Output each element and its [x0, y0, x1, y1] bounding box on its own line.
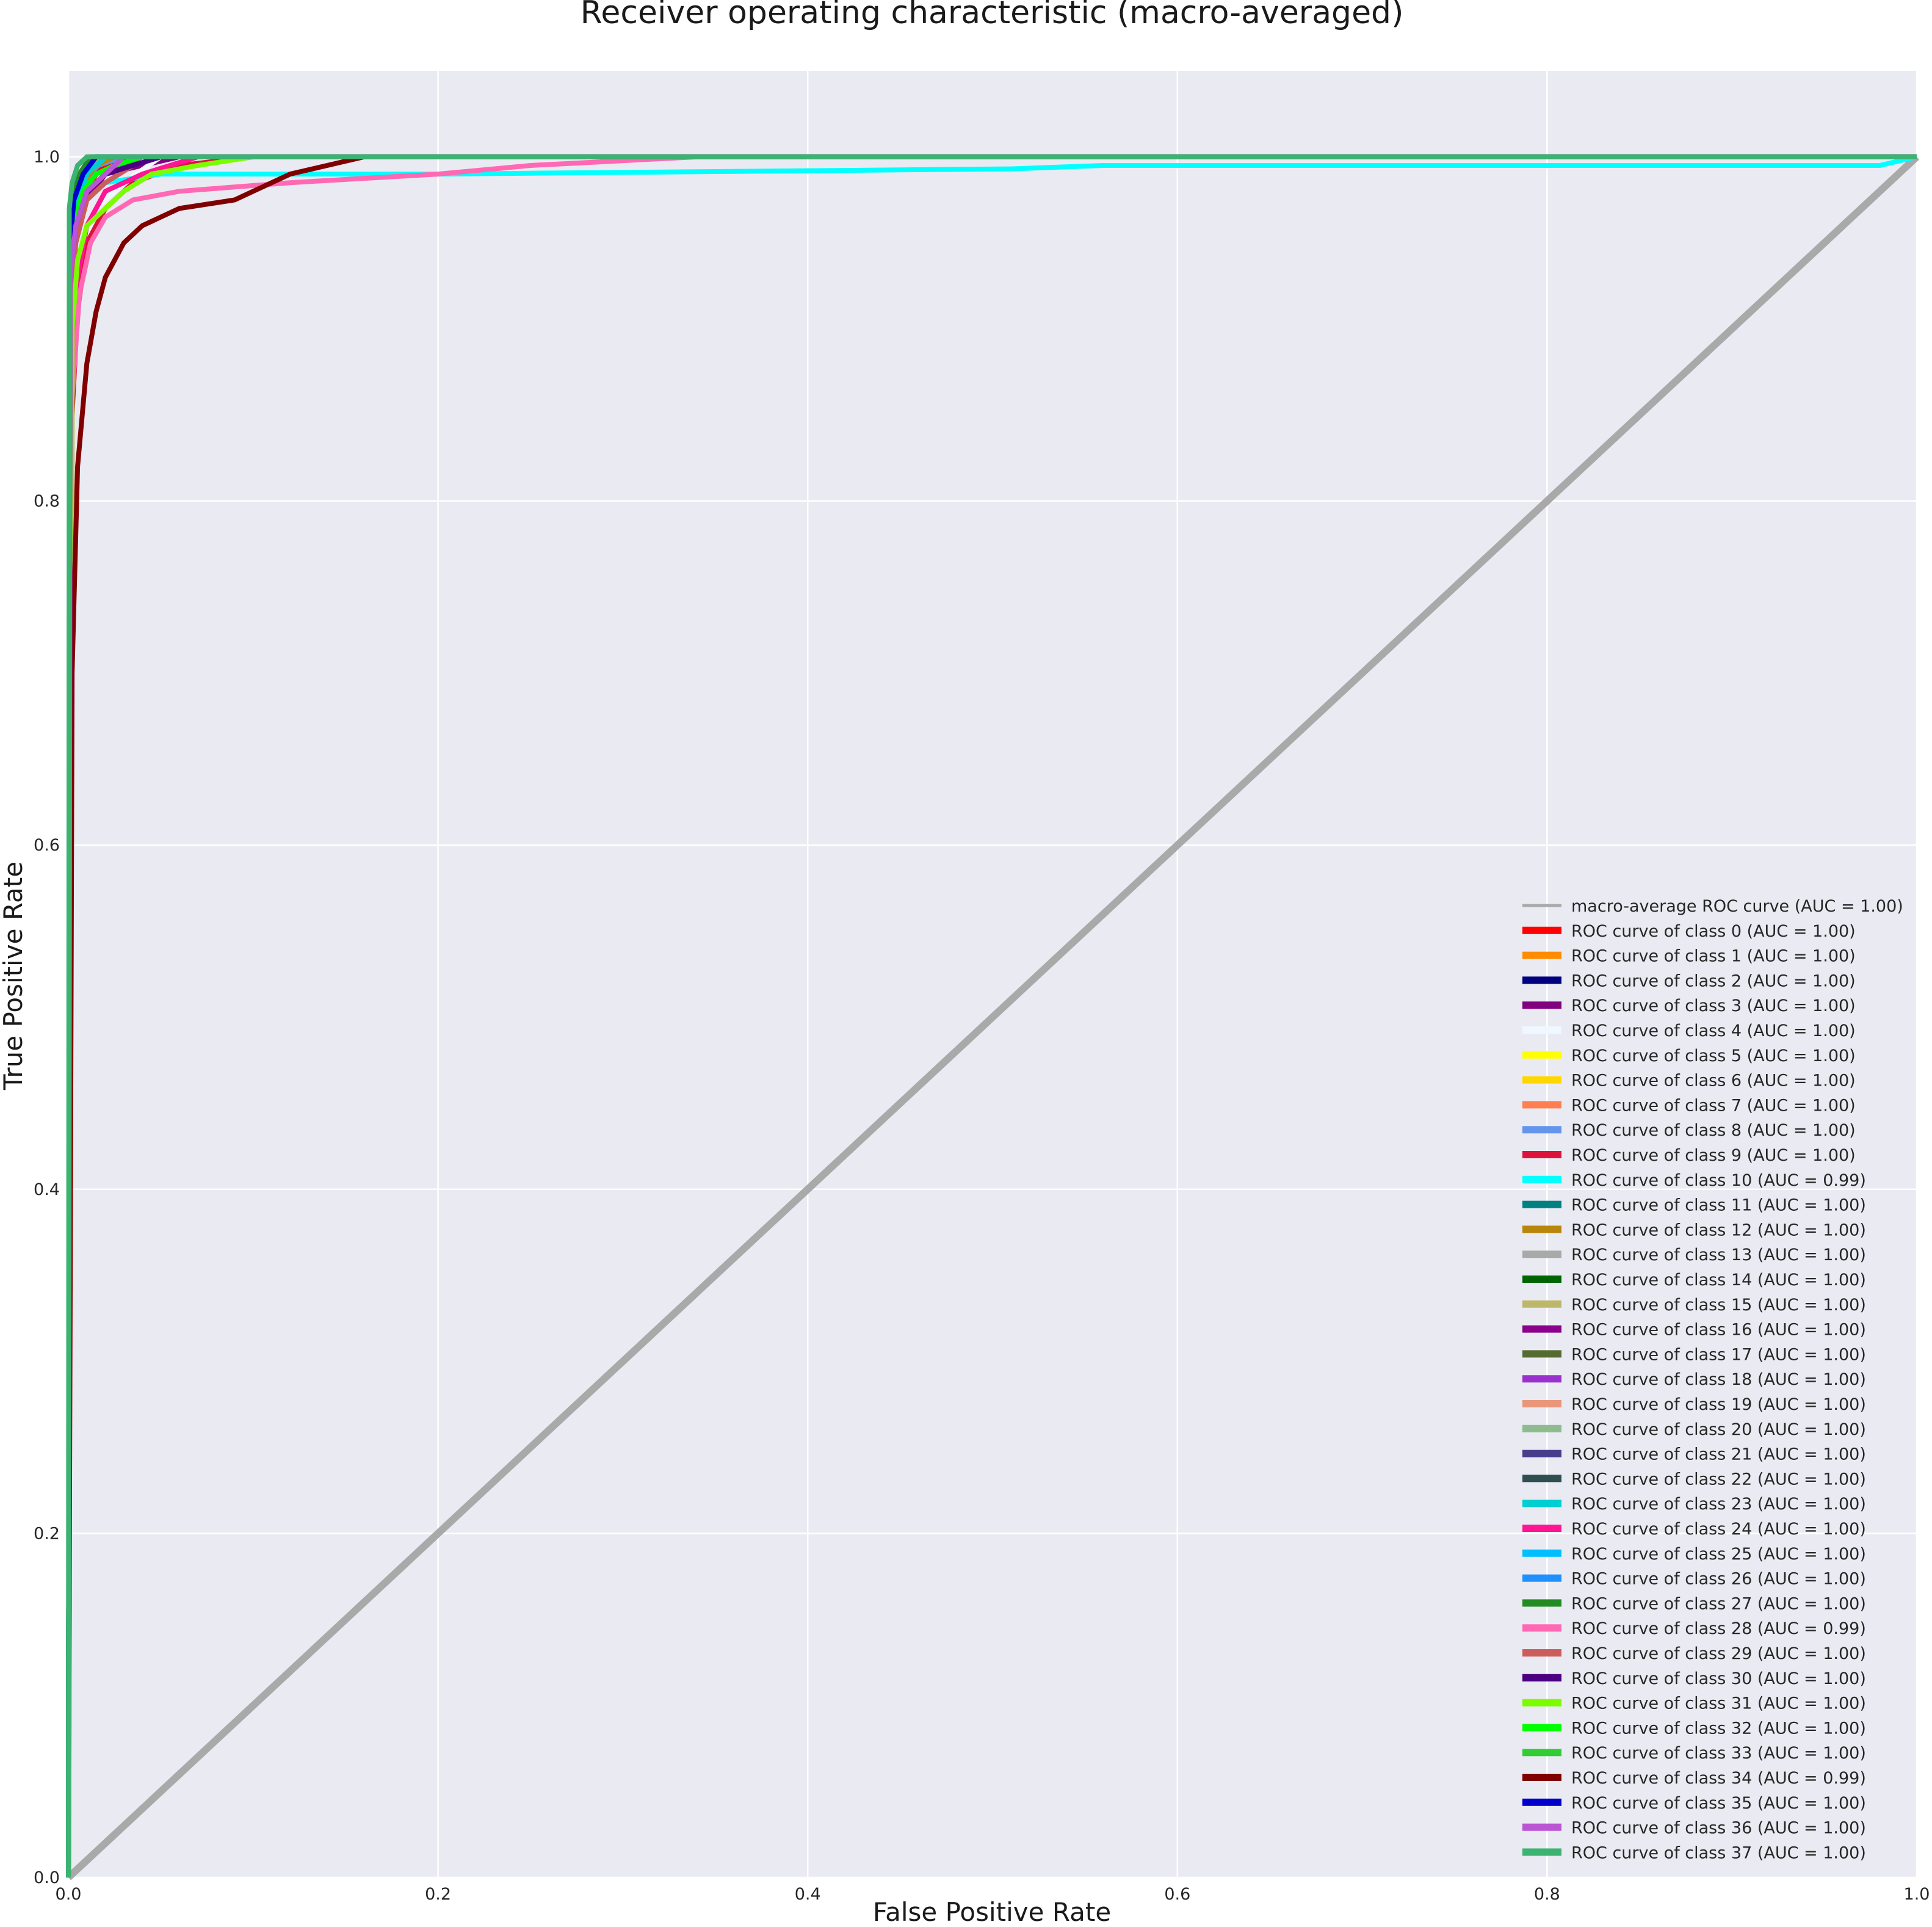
- x-tick-label: 0.8: [1534, 1885, 1560, 1904]
- roc-line-class-28: [66, 154, 1917, 1878]
- chart-title: Receiver operating characteristic (macro…: [581, 0, 1404, 31]
- y-tick-label: 0.8: [34, 492, 60, 511]
- legend-entry-label: ROC curve of class 0 (AUC = 1.00): [1571, 922, 1856, 941]
- y-tick-label: 1.0: [34, 148, 60, 167]
- y-tick-label: 0.6: [34, 836, 60, 855]
- legend-entry-label: ROC curve of class 36 (AUC = 1.00): [1571, 1819, 1866, 1838]
- legend-entry-label: ROC curve of class 9 (AUC = 1.00): [1571, 1146, 1856, 1165]
- legend-entry-label: ROC curve of class 26 (AUC = 1.00): [1571, 1570, 1866, 1589]
- legend-entry-label: ROC curve of class 12 (AUC = 1.00): [1571, 1221, 1866, 1239]
- plot-background: [68, 71, 1917, 1878]
- x-tick-label: 0.4: [795, 1885, 821, 1904]
- legend-entry-label: ROC curve of class 2 (AUC = 1.00): [1571, 971, 1856, 990]
- y-tick-label: 0.2: [34, 1524, 60, 1543]
- legend-entry-label: ROC curve of class 31 (AUC = 1.00): [1571, 1694, 1866, 1713]
- y-axis-label: True Positive Rate: [0, 862, 28, 1091]
- legend-entry-label: ROC curve of class 17 (AUC = 1.00): [1571, 1345, 1866, 1364]
- legend-entry-label: ROC curve of class 33 (AUC = 1.00): [1571, 1744, 1866, 1763]
- legend-entry-label: ROC curve of class 7 (AUC = 1.00): [1571, 1096, 1856, 1115]
- legend-entry-label: ROC curve of class 34 (AUC = 0.99): [1571, 1769, 1866, 1788]
- roc-line-class-37: [66, 154, 1917, 1878]
- series-lines: [65, 154, 1920, 1881]
- legend: macro-average ROC curve (AUC = 1.00) ROC …: [1522, 897, 1903, 1862]
- x-axis-label: False Positive Rate: [873, 1897, 1111, 1927]
- legend-entry-label: ROC curve of class 29 (AUC = 1.00): [1571, 1644, 1866, 1663]
- legend-entry-label: ROC curve of class 5 (AUC = 1.00): [1571, 1047, 1856, 1065]
- x-tick-label: 0.6: [1164, 1885, 1190, 1904]
- legend-entry-label: ROC curve of class 16 (AUC = 1.00): [1571, 1321, 1866, 1340]
- legend-entry-label: ROC curve of class 13 (AUC = 1.00): [1571, 1246, 1866, 1265]
- legend-entry-label: ROC curve of class 8 (AUC = 1.00): [1571, 1121, 1856, 1140]
- x-tick-label: 0.0: [56, 1885, 82, 1904]
- legend-entry-label: ROC curve of class 28 (AUC = 0.99): [1571, 1619, 1866, 1638]
- x-tick-label: 1.0: [1904, 1885, 1930, 1904]
- legend-entry-label: ROC curve of class 19 (AUC = 1.00): [1571, 1395, 1866, 1414]
- roc-line-class-34: [66, 154, 1917, 1878]
- legend-entry-label: macro-average ROC curve (AUC = 1.00): [1571, 897, 1903, 916]
- macro-average-roc-line: [65, 154, 1920, 1881]
- axis-ticks: 0.0 0.2 0.4 0.6 0.8 1.0 0.0 0.2 0.4 0.6 0.8 1.0: [34, 148, 1930, 1904]
- y-tick-label: 0.0: [34, 1868, 60, 1887]
- legend-entry-label: ROC curve of class 15 (AUC = 1.00): [1571, 1296, 1866, 1315]
- legend-entry-label: ROC curve of class 3 (AUC = 1.00): [1571, 996, 1856, 1015]
- legend-entry-label: ROC curve of class 11 (AUC = 1.00): [1571, 1196, 1866, 1215]
- legend-entry-label: ROC curve of class 4 (AUC = 1.00): [1571, 1022, 1856, 1040]
- legend-entry-label: ROC curve of class 18 (AUC = 1.00): [1571, 1370, 1866, 1389]
- legend-entry-label: ROC curve of class 32 (AUC = 1.00): [1571, 1719, 1866, 1738]
- legend-entry-label: ROC curve of class 25 (AUC = 1.00): [1571, 1545, 1866, 1564]
- legend-entry-label: ROC curve of class 1 (AUC = 1.00): [1571, 947, 1856, 966]
- legend-entry-label: ROC curve of class 30 (AUC = 1.00): [1571, 1669, 1866, 1688]
- legend-entry-label: ROC curve of class 22 (AUC = 1.00): [1571, 1470, 1866, 1489]
- legend-entry-label: ROC curve of class 23 (AUC = 1.00): [1571, 1495, 1866, 1514]
- legend-entry-label: ROC curve of class 10 (AUC = 0.99): [1571, 1171, 1866, 1190]
- legend-entry-label: ROC curve of class 27 (AUC = 1.00): [1571, 1594, 1866, 1613]
- legend-entry-label: ROC curve of class 35 (AUC = 1.00): [1571, 1794, 1866, 1813]
- roc-line-class-31: [66, 154, 1917, 1878]
- x-tick-label: 0.2: [425, 1885, 451, 1904]
- legend-entry-label: ROC curve of class 6 (AUC = 1.00): [1571, 1072, 1856, 1091]
- y-tick-label: 0.4: [34, 1180, 60, 1199]
- legend-entry-label: ROC curve of class 24 (AUC = 1.00): [1571, 1520, 1866, 1539]
- legend-entry-label: ROC curve of class 21 (AUC = 1.00): [1571, 1445, 1866, 1464]
- legend-entry-label: ROC curve of class 20 (AUC = 1.00): [1571, 1420, 1866, 1439]
- legend-entry-label: ROC curve of class 37 (AUC = 1.00): [1571, 1843, 1866, 1862]
- legend-entry-label: ROC curve of class 14 (AUC = 1.00): [1571, 1271, 1866, 1290]
